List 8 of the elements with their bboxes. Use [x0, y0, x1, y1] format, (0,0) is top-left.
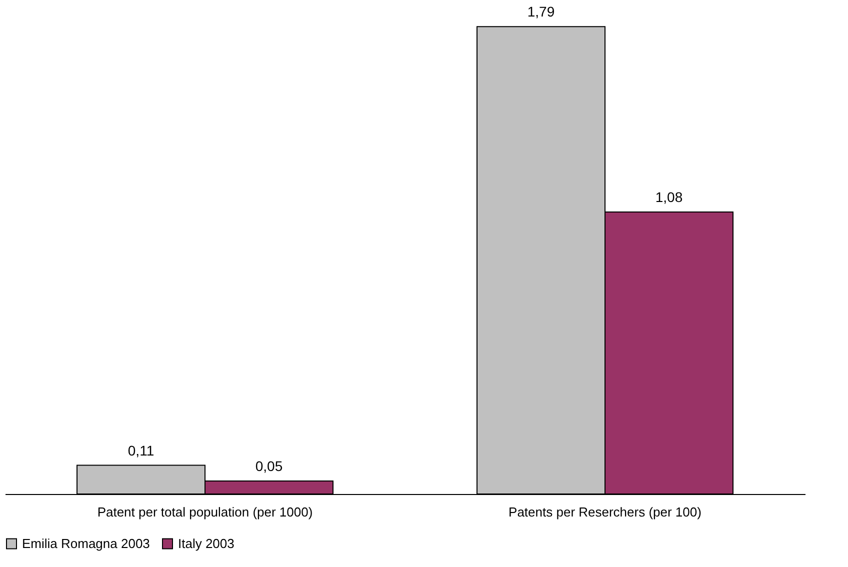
- data-label: 0,05: [255, 458, 283, 474]
- legend-label: Emilia Romagna 2003: [22, 536, 150, 551]
- data-label: 1,79: [527, 4, 555, 20]
- data-label: 1,08: [655, 189, 683, 205]
- x-tick-label: Patents per Reserchers (per 100): [508, 504, 702, 520]
- legend-label: Italy 2003: [178, 536, 234, 551]
- x-tick-label: Patent per total population (per 1000): [97, 504, 313, 520]
- data-label: 0,11: [128, 442, 154, 458]
